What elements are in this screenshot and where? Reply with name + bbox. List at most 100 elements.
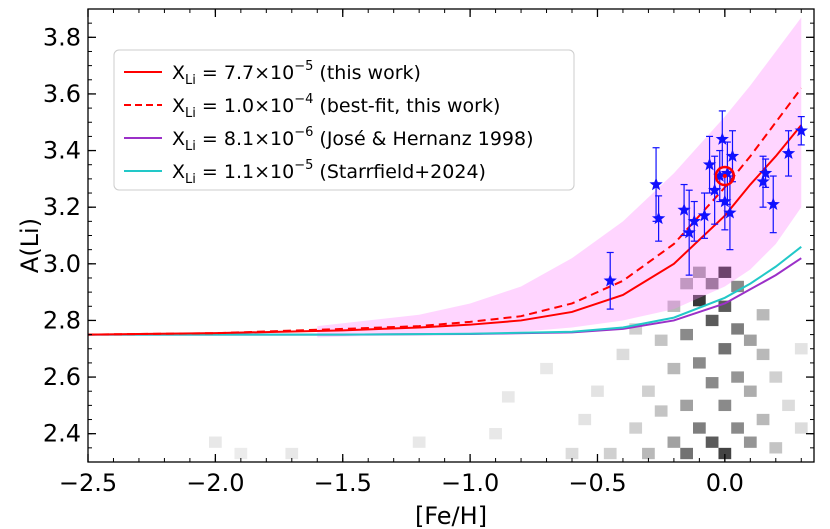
legend-reference: (best-fit, this work) <box>313 95 500 117</box>
legend-reference: (this work) <box>313 62 421 84</box>
star-marker <box>723 205 737 219</box>
star-point <box>781 130 796 177</box>
legend-subscript: Li <box>185 73 196 88</box>
star-marker <box>758 166 773 179</box>
hist-cell <box>743 334 757 346</box>
star-marker <box>766 197 780 211</box>
hist-cell <box>642 447 655 460</box>
legend-x: X <box>172 62 185 84</box>
legend-label-best-fit: XLi = 1.0×10−4 (best-fit, this work) <box>172 92 500 121</box>
hist-cell <box>731 323 744 335</box>
hist-cell <box>578 413 592 426</box>
hist-cell <box>794 343 808 355</box>
solar-symbol <box>714 165 736 187</box>
hist-cell <box>718 266 732 278</box>
y-tick-label: 3.8 <box>43 23 81 51</box>
star-marker <box>713 169 727 182</box>
curve-best-fit <box>88 87 803 336</box>
hist-cell <box>680 328 693 341</box>
star-marker <box>687 214 701 228</box>
curve-starrfield <box>88 246 802 336</box>
observed-stars <box>603 110 808 310</box>
star-point <box>794 115 808 146</box>
x-tick-label: −0.5 <box>568 469 626 497</box>
hist-cell <box>769 371 783 383</box>
axes: −2.5 −2.0 −1.5 −1.0 −0.5 0.0 2.4 2.6 2.8 3.0 3.2 3.… <box>43 8 815 497</box>
star-point <box>682 189 696 276</box>
y-tick-label: 3.0 <box>43 250 81 278</box>
y-tick-label: 3.2 <box>43 193 81 221</box>
star-marker <box>794 123 808 137</box>
x-tick-label: −2.0 <box>186 469 244 497</box>
background-histogram <box>209 266 808 460</box>
hist-cell <box>667 436 681 448</box>
legend-label-this-work: XLi = 7.7×10−5 (this work) <box>172 59 421 88</box>
hist-cell <box>285 447 299 460</box>
hist-cell <box>718 447 732 460</box>
hist-cell <box>209 436 222 448</box>
hist-cell <box>693 357 706 369</box>
hist-cell <box>489 428 502 440</box>
star-point <box>603 251 617 310</box>
hist-cell <box>591 385 604 397</box>
hist-cell <box>629 422 643 434</box>
star-marker <box>649 177 663 191</box>
hist-cell <box>705 436 719 448</box>
curve-this-work <box>88 124 803 336</box>
y-axis-title: A(Li) <box>16 218 44 273</box>
y-tick-label: 3.6 <box>43 80 81 108</box>
hist-cell <box>693 294 706 307</box>
model-curves <box>88 87 803 336</box>
legend-exponent: −5 <box>294 158 313 173</box>
hist-cell <box>769 442 783 454</box>
hist-cell <box>616 348 630 361</box>
star-point <box>756 155 770 208</box>
legend-x: X <box>172 128 185 150</box>
star-marker <box>651 211 666 225</box>
hist-cell <box>756 309 770 321</box>
legend-label-jose-hernanz: XLi = 8.1×10−6 (José & Hernanz 1998) <box>172 125 534 154</box>
hist-cell <box>501 391 515 403</box>
x-tick-label: −1.5 <box>314 469 372 497</box>
hist-cell <box>629 323 643 335</box>
legend-subscript: Li <box>185 106 196 121</box>
hist-cell <box>705 314 719 327</box>
hist-cell <box>756 413 770 426</box>
hist-cell <box>731 371 744 383</box>
legend-exponent: −5 <box>294 59 313 74</box>
hist-cell <box>234 447 248 460</box>
star-marker <box>697 208 712 222</box>
star-marker <box>725 149 740 162</box>
legend-reference: (Starrfield+2024) <box>313 161 486 183</box>
x-tick-label: −1.0 <box>441 469 499 497</box>
hist-cell <box>654 405 668 417</box>
legend-reference: (José & Hernanz 1998) <box>313 128 533 150</box>
hist-cell <box>794 422 808 434</box>
hist-cell <box>705 377 719 389</box>
star-marker <box>720 166 735 179</box>
legend-exponent: −6 <box>294 125 313 140</box>
legend-equation: = 7.7×10 <box>196 62 294 84</box>
hist-cell <box>743 436 757 448</box>
hist-cell <box>680 277 693 290</box>
legend-x: X <box>172 161 185 183</box>
hist-cell <box>731 280 744 293</box>
hist-cell <box>565 447 579 460</box>
hist-cell <box>718 343 732 355</box>
sun-dot <box>722 174 727 179</box>
legend: XLi = 7.7×10−5 (this work)XLi = 1.0×10−4… <box>113 49 575 191</box>
hist-cell <box>540 362 553 375</box>
hist-cell <box>731 422 744 434</box>
star-point <box>708 155 722 225</box>
legend-equation: = 8.1×10 <box>196 128 294 150</box>
hist-cell <box>782 399 795 412</box>
y-tick-label: 2.6 <box>43 363 81 391</box>
legend-label-starrfield: XLi = 1.1×10−5 (Starrfield+2024) <box>172 158 486 187</box>
x-axis-title: [Fe/H] <box>415 502 487 529</box>
star-marker <box>708 183 722 196</box>
legend-equation: = 1.1×10 <box>196 161 294 183</box>
hist-cell <box>654 334 668 346</box>
hist-cell <box>693 422 706 434</box>
hist-cell <box>705 277 719 290</box>
